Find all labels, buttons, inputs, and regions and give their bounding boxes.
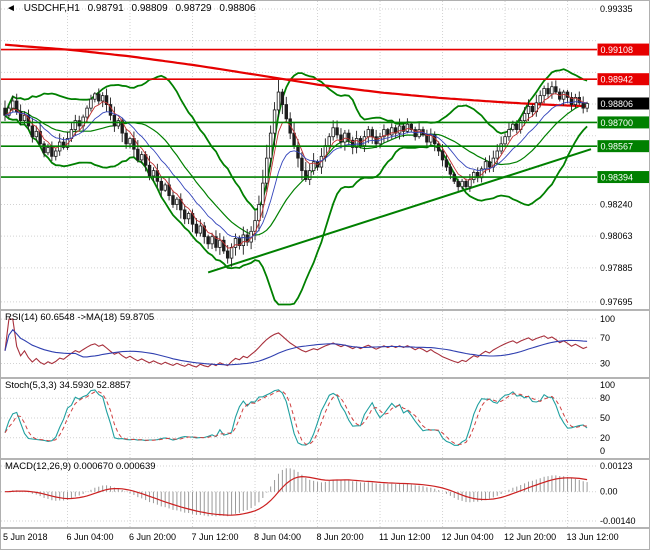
panel-separator[interactable]: [1, 527, 649, 529]
panel-separator[interactable]: [1, 309, 649, 311]
price-axis: 0.99335 0.98240 0.98063 0.97885 0.97695 0.991…: [597, 4, 649, 307]
svg-text:-0.00140: -0.00140: [600, 516, 636, 526]
svg-text:0.99108: 0.99108: [601, 45, 634, 55]
rsi-ma-line: [4, 328, 588, 366]
svg-text:0: 0: [600, 446, 605, 456]
time-label: 8 Jun 20:00: [316, 532, 364, 542]
svg-text:70: 70: [600, 333, 610, 343]
time-axis[interactable]: 5 Jun 2018 6 Jun 04:00 6 Jun 20:00 7 Jun 12…: [1, 529, 649, 548]
svg-text:0.98700: 0.98700: [601, 118, 634, 128]
main-chart-canvas[interactable]: 0.99335 0.98240 0.98063 0.97885 0.97695 0.991…: [1, 1, 650, 309]
rsi-panel: RSI(14) 60.6548 ->MA(18) 59.8705 100 70 30: [1, 311, 649, 377]
macd-signal-line: [4, 475, 588, 516]
main-price-panel: ◄ USDCHF,H1 0.98791 0.98809 0.98729 0.98…: [1, 1, 649, 309]
macd-canvas[interactable]: 0.00123 0.00 -0.00140: [1, 460, 650, 527]
time-label: 8 Jun 04:00: [254, 532, 302, 542]
svg-text:0.98394: 0.98394: [601, 173, 634, 183]
horizontal-levels: [1, 48, 597, 178]
svg-text:0.98806: 0.98806: [601, 99, 634, 109]
candles: [3, 79, 589, 267]
svg-text:30: 30: [600, 359, 610, 369]
svg-text:0.98567: 0.98567: [601, 142, 634, 152]
macd-histogram: [8, 468, 588, 517]
slow-red-ma: [4, 43, 588, 108]
time-label: 7 Jun 12:00: [191, 532, 239, 542]
panel-separator[interactable]: [1, 377, 649, 379]
svg-text:0.97695: 0.97695: [600, 297, 633, 307]
rsi-canvas[interactable]: 100 70 30: [1, 311, 650, 377]
svg-text:0.00: 0.00: [600, 487, 618, 497]
stoch-canvas[interactable]: 100 80 50 20 0: [1, 379, 650, 458]
svg-text:100: 100: [600, 380, 615, 390]
svg-text:0.99335: 0.99335: [600, 4, 633, 14]
svg-text:20: 20: [600, 433, 610, 443]
svg-text:50: 50: [600, 413, 610, 423]
svg-text:80: 80: [600, 393, 610, 403]
fast-moving-averages: [4, 93, 588, 249]
time-label: 6 Jun 04:00: [66, 532, 114, 542]
stoch-panel: Stoch(5,3,3) 34.5930 52.8857 100 80 50 20 0: [1, 379, 649, 458]
svg-text:100: 100: [600, 314, 615, 324]
svg-text:0.00123: 0.00123: [600, 461, 633, 471]
trendline: [207, 148, 592, 274]
time-label: 6 Jun 20:00: [129, 532, 177, 542]
macd-panel: MACD(12,26,9) 0.000670 0.000639 0.00123 0…: [1, 460, 649, 527]
panel-separator[interactable]: [1, 458, 649, 460]
current-price-tag: [597, 97, 649, 110]
time-label: 11 Jun 12:00: [379, 532, 431, 542]
time-label: 13 Jun 12:00: [566, 532, 619, 542]
svg-text:0.98240: 0.98240: [600, 200, 633, 210]
svg-text:0.98063: 0.98063: [600, 231, 633, 241]
main-gridlines: [1, 1, 597, 309]
rsi-line: [4, 318, 588, 368]
svg-text:0.98942: 0.98942: [601, 75, 634, 85]
time-label: 12 Jun 20:00: [504, 532, 557, 542]
stoch-d-line: [4, 390, 588, 446]
time-label: 12 Jun 04:00: [441, 532, 494, 542]
svg-text:0.97885: 0.97885: [600, 263, 633, 273]
time-label: 5 Jun 2018: [3, 532, 48, 542]
